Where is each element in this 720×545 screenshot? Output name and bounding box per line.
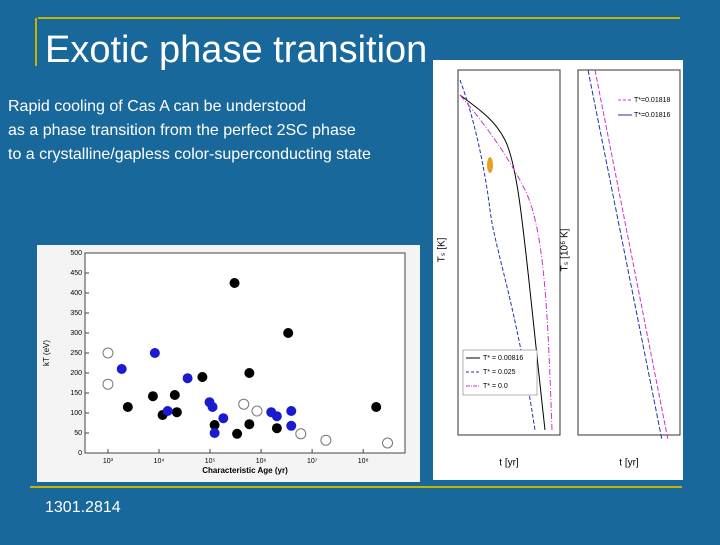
x-tick-label: 10⁶	[256, 458, 267, 465]
data-point	[162, 406, 173, 416]
y-tick-label: 500	[70, 250, 82, 257]
legend-label: T*=0.01818	[634, 97, 670, 104]
data-point	[283, 328, 294, 338]
data-point	[102, 347, 114, 359]
y-tick-label: 350	[70, 310, 82, 317]
observation-marker	[487, 157, 493, 173]
plot-frame	[577, 69, 681, 436]
plot-frame	[457, 69, 561, 436]
x-tick-label: 10⁷	[307, 458, 318, 465]
body-text: as a phase transition from the perfect 2…	[8, 122, 356, 139]
y-tick-label: 50	[74, 430, 82, 437]
y-tick-label: 450	[70, 270, 82, 277]
data-point	[147, 391, 158, 402]
x-axis-label: t [yr]	[499, 458, 519, 469]
data-point	[286, 420, 297, 431]
x-tick-label: 10⁴	[154, 458, 165, 465]
data-point	[169, 390, 180, 400]
legend-label: T* = 0.0	[483, 383, 508, 390]
body-text: Rapid cooling of Cas A can be understood	[8, 98, 306, 115]
data-point	[271, 411, 282, 422]
data-point	[238, 398, 250, 410]
data-point	[182, 373, 193, 384]
data-point	[382, 437, 394, 449]
curve	[459, 94, 553, 431]
figure-panel	[433, 60, 683, 480]
y-tick-label: 150	[70, 390, 82, 397]
y-tick-label: 0	[78, 450, 82, 457]
y-tick-label: 400	[70, 290, 82, 297]
y-axis-label: kT (eV)	[42, 340, 51, 366]
x-tick-label: 10⁵	[205, 458, 216, 465]
y-tick-label: 300	[70, 330, 82, 337]
data-point	[286, 406, 297, 416]
x-axis-label: Characteristic Age (yr)	[202, 466, 288, 475]
legend-label: T* = 0.025	[483, 369, 516, 376]
data-point	[149, 348, 160, 358]
y-tick-label: 200	[70, 370, 82, 377]
data-point	[244, 419, 255, 430]
data-point	[232, 428, 243, 439]
data-point	[171, 407, 182, 418]
scatter-plot: 0 50 100 150 200 250 300 350 400 450 500 10³ 10⁴ 10⁵ 1…	[70, 250, 394, 465]
y-tick-label: 100	[70, 410, 82, 417]
curve	[459, 94, 546, 431]
plot-frame	[84, 252, 406, 454]
reference: 1301.2814	[45, 499, 121, 516]
y-tick-label: 250	[70, 350, 82, 357]
x-axis-label: t [yr]	[619, 458, 639, 469]
body-text: to a crystalline/gapless color-supercond…	[8, 146, 371, 163]
data-point	[320, 434, 332, 446]
y-axis-label: Tₛ [10⁶ K]	[560, 228, 571, 271]
x-tick-label: 10⁸	[358, 458, 369, 465]
data-point	[251, 405, 263, 417]
data-point	[207, 402, 218, 412]
x-tick-label: 10³	[103, 458, 114, 465]
legend-label: T*=0.01816	[634, 112, 670, 119]
slide-title: Exotic phase transition	[45, 29, 427, 71]
data-point	[244, 368, 255, 378]
data-point	[371, 402, 382, 412]
data-point	[102, 378, 114, 390]
data-point	[229, 278, 240, 288]
data-point	[122, 402, 133, 412]
curve	[459, 79, 536, 431]
legend-label: T* = 0.00816	[483, 355, 523, 362]
data-point	[271, 423, 282, 434]
data-point	[218, 413, 229, 424]
y-axis-label: Tₛ [K]	[437, 237, 448, 262]
data-point	[197, 372, 208, 382]
data-point	[116, 364, 127, 374]
data-point	[209, 428, 220, 438]
legend-box	[462, 349, 538, 396]
data-point	[295, 428, 307, 440]
